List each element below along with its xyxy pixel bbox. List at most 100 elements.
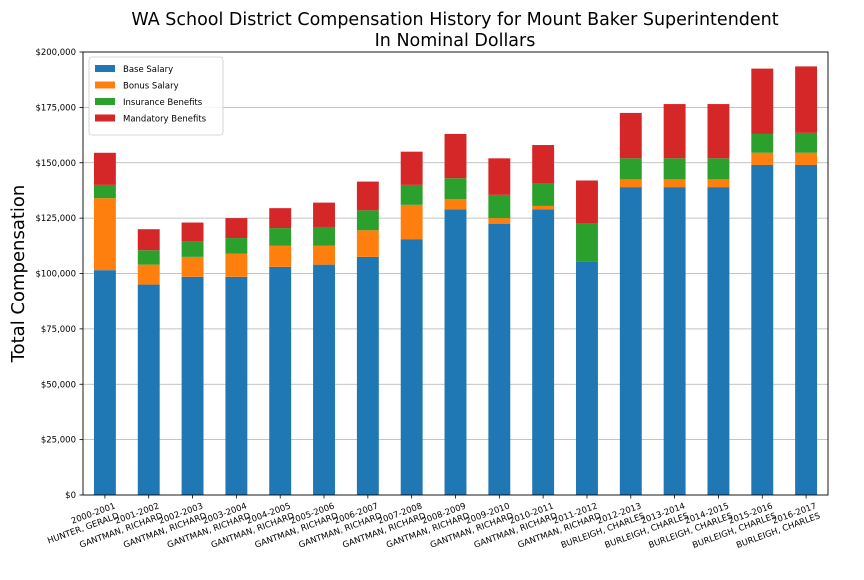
bar-stack (444, 133, 467, 495)
bar-segment (356, 256, 379, 495)
bar-segment (576, 223, 598, 262)
bar-segment (356, 181, 379, 211)
bar-segment (576, 180, 598, 224)
bar-segment (181, 241, 204, 257)
legend: Base Salary Bonus Salary Insurance Benefit… (88, 56, 224, 136)
bar-stack (269, 208, 292, 495)
bar-segment (619, 112, 642, 159)
y-tick-label: $50,000 (41, 380, 76, 390)
bar-segment (137, 250, 160, 265)
legend-label: Mandatory Benefits (123, 115, 207, 125)
legend-label: Bonus Salary (123, 82, 179, 92)
bar-segment (93, 270, 116, 495)
bar-segment (532, 145, 555, 184)
bar-segment (313, 245, 335, 265)
bar-segment (181, 276, 204, 495)
bar-segment (93, 152, 116, 185)
bar-stack (225, 218, 248, 495)
bar-segment (795, 132, 818, 153)
bar-segment (619, 187, 642, 496)
y-tick-label: $0 (65, 491, 76, 501)
bar-segment (400, 239, 423, 495)
bar-stack (93, 152, 116, 495)
bar-segment (707, 104, 730, 159)
bar-segment (488, 194, 511, 219)
bar-segment (619, 158, 642, 180)
bar-segment (356, 230, 379, 257)
bar-segment (795, 164, 818, 495)
bar-segment (225, 276, 248, 495)
bar-stack (400, 151, 423, 495)
bar-stack (488, 158, 511, 495)
bar-segment (269, 228, 292, 246)
bar-segment (269, 266, 292, 495)
bar-segment (532, 205, 555, 210)
y-tick-label: $75,000 (41, 325, 76, 335)
bar-stack (751, 68, 774, 495)
bar-segment (707, 187, 730, 496)
bar-segment (663, 187, 686, 496)
bar-segment (707, 179, 730, 188)
bar-segment (93, 198, 116, 271)
y-axis-label: Total Compensation (8, 185, 29, 364)
bar-segment (488, 223, 511, 495)
legend-box (88, 56, 224, 136)
y-tick-label: $125,000 (35, 214, 76, 224)
bar-segment (576, 261, 598, 495)
bar-segment (225, 218, 248, 239)
legend-swatch (95, 81, 115, 89)
bar-segment (137, 264, 160, 285)
bar-segment (225, 253, 248, 277)
chart-title: WA School District Compensation History … (131, 10, 778, 30)
bar-segment (751, 164, 774, 495)
bar-stack (619, 112, 642, 496)
bar-segment (313, 202, 335, 227)
y-tick-label: $175,000 (35, 103, 76, 113)
bar-segment (313, 226, 335, 246)
bar-segment (751, 152, 774, 165)
bar-segment (488, 218, 511, 224)
bar-segment (663, 179, 686, 188)
bar-stack (313, 202, 335, 495)
legend-swatch (95, 98, 115, 105)
bar-segment (444, 209, 467, 495)
y-tick-label: $150,000 (35, 159, 76, 169)
bar-stack (663, 104, 686, 496)
x-ticks: 2000-2001HUNTER, GERALD2001-2002GANTMAN,… (46, 495, 822, 551)
bar-segment (795, 152, 818, 165)
legend-label: Base Salary (123, 65, 173, 75)
bar-segment (444, 133, 467, 179)
bar-segment (313, 264, 335, 495)
bar-segment (488, 158, 511, 195)
bar-segment (181, 256, 204, 277)
bar-stack (137, 229, 160, 495)
bar-segment (532, 209, 555, 495)
chart-subtitle: In Nominal Dollars (375, 31, 536, 51)
bar-stack (795, 66, 818, 495)
legend-swatch (95, 65, 115, 72)
legend-entry: Base Salary (95, 65, 173, 75)
bar-segment (663, 104, 686, 159)
bar-segment (663, 158, 686, 180)
legend-entry: Bonus Salary (95, 81, 179, 92)
bar-stack (576, 180, 598, 495)
bar-segment (137, 284, 160, 495)
bar-segment (225, 238, 248, 254)
bars (93, 66, 818, 496)
legend-entry: Insurance Benefits (95, 98, 203, 108)
bar-segment (795, 66, 818, 133)
legend-entry: Mandatory Benefits (95, 114, 207, 125)
bar-segment (707, 158, 730, 180)
bar-stack (532, 145, 555, 495)
y-ticks: $0 $25,000 $50,000 $75,000 $100,000 $125,000 $… (35, 48, 83, 501)
bar-segment (444, 178, 467, 200)
bar-stack (356, 181, 379, 495)
bar-segment (400, 184, 423, 205)
bar-stack (707, 104, 730, 496)
bar-segment (269, 245, 292, 267)
y-tick-label: $25,000 (41, 436, 76, 446)
bar-segment (751, 133, 774, 153)
bar-segment (444, 199, 467, 210)
bar-stack (181, 222, 204, 495)
bar-segment (137, 229, 160, 251)
